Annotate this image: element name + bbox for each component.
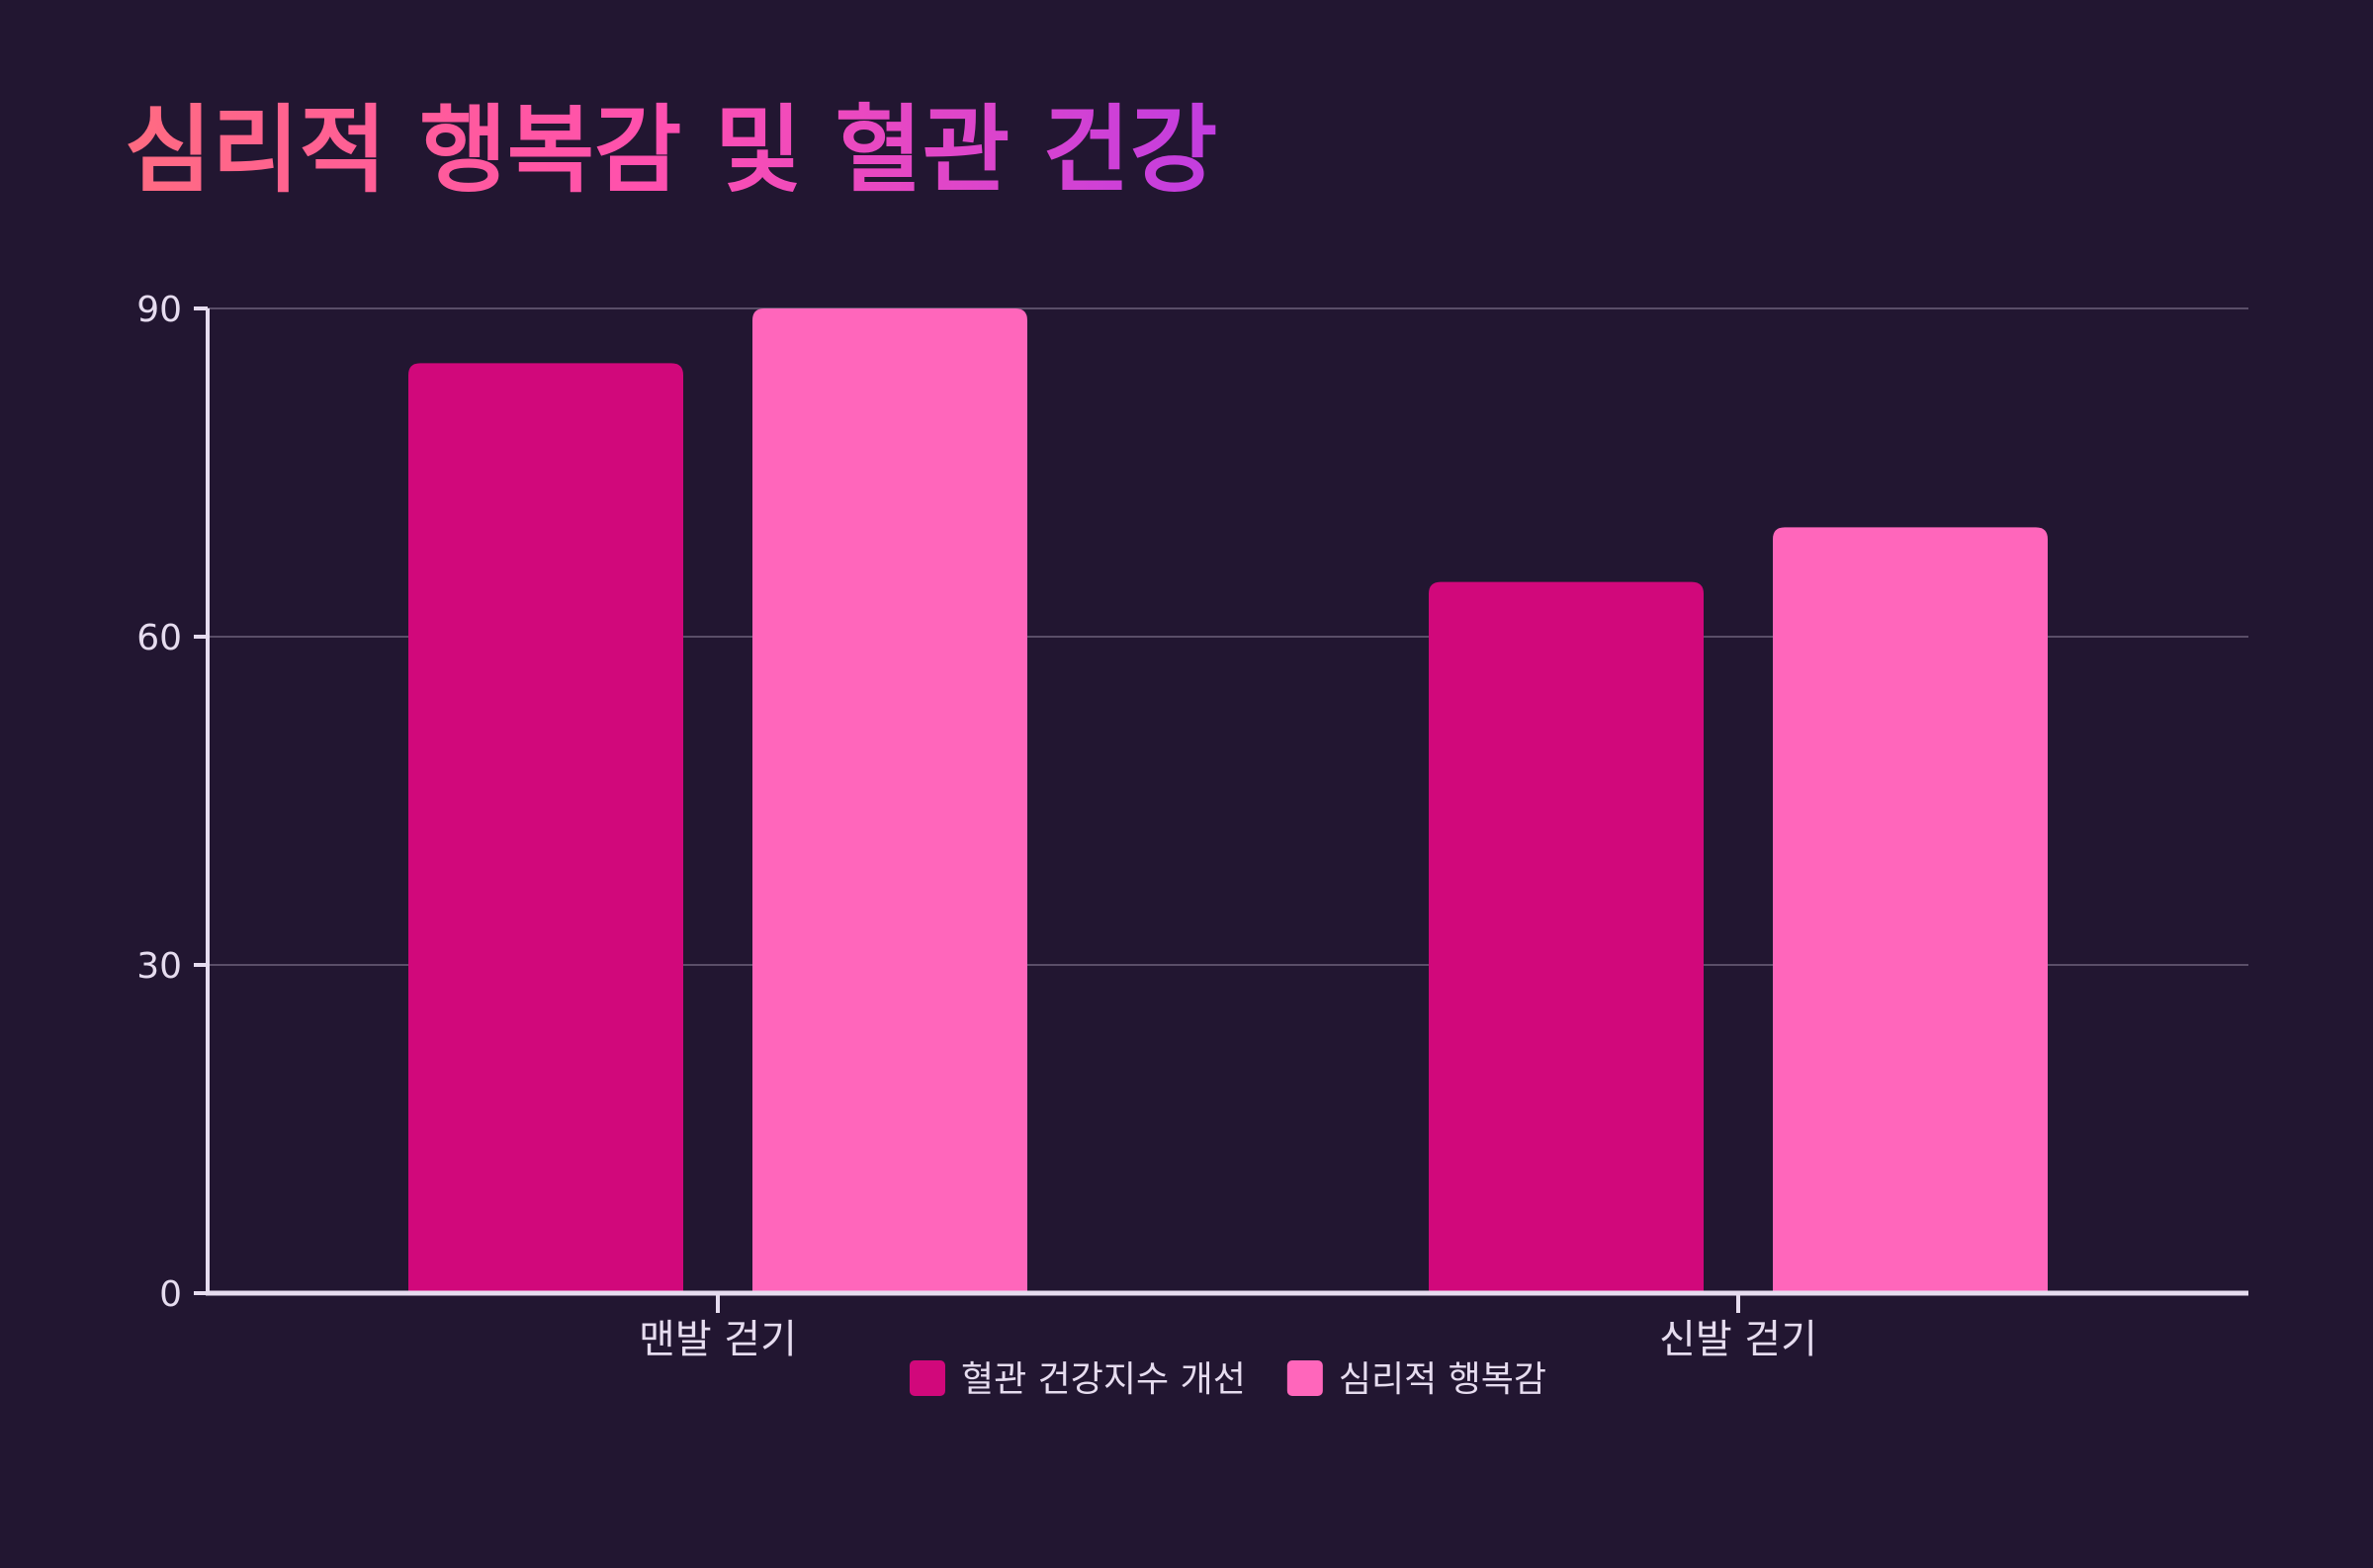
bar (1429, 581, 1704, 1293)
chart-title: 심리적 행복감 및 혈관 건강 (125, 95, 1217, 206)
legend-label: 혈관 건강지수 개선 (961, 1359, 1246, 1400)
bar (1773, 527, 2048, 1293)
axes (194, 306, 2248, 1313)
bar (408, 363, 683, 1293)
legend-swatch (909, 1360, 945, 1396)
axis-labels: 0 30 60 90 맨발 걷기 신발 걷기 (136, 290, 1817, 1362)
bars (408, 308, 2048, 1293)
legend: 혈관 건강지수 개선 심리적 행복감 (909, 1359, 1546, 1400)
legend-swatch (1286, 1360, 1323, 1396)
y-tick-label: 0 (159, 1274, 182, 1315)
bar (752, 308, 1027, 1293)
y-tick-label: 30 (136, 946, 182, 987)
x-tick-label: 신발 걷기 (1659, 1317, 1817, 1362)
legend-label: 심리적 행복감 (1339, 1359, 1546, 1400)
x-tick-label: 맨발 걷기 (639, 1317, 797, 1362)
y-tick-label: 60 (136, 618, 182, 658)
y-tick-label: 90 (136, 290, 182, 330)
